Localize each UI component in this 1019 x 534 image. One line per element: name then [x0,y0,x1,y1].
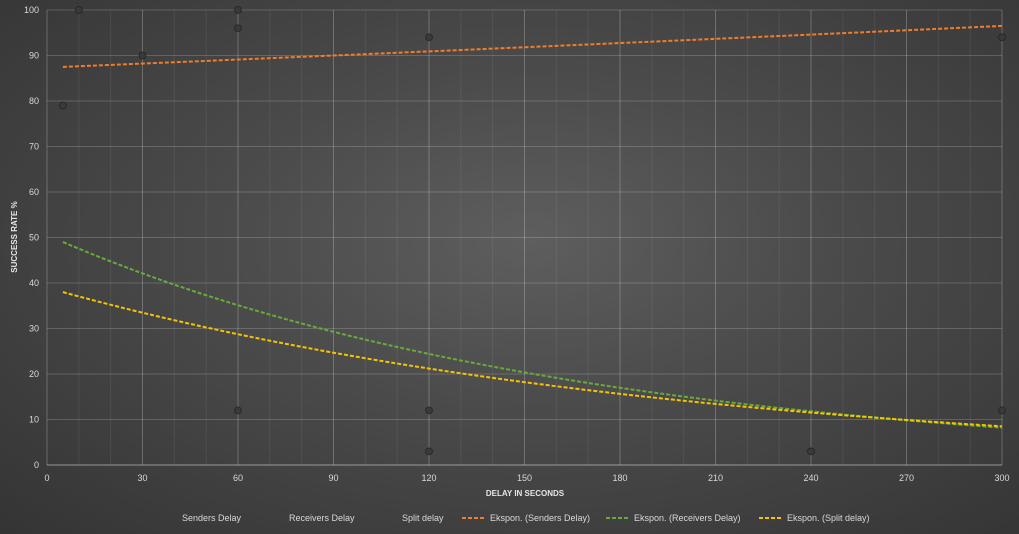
y-tick-label: 10 [29,415,39,425]
y-tick-label: 50 [29,233,39,243]
x-tick-label: 270 [899,473,914,483]
y-tick-label: 70 [29,142,39,152]
x-tick-label: 0 [44,473,49,483]
legend-label: Receivers Delay [289,513,355,523]
trendline-4 [62,241,1003,429]
data-point [998,33,1006,42]
legend-label: Senders Delay [182,513,242,523]
data-point [138,51,147,60]
data-point [234,6,242,14]
y-tick-label: 0 [34,460,39,470]
data-point [807,447,815,456]
trendline-5 [62,291,1003,428]
data-point [425,406,433,415]
legend-label: Split delay [402,513,444,523]
legend: Senders Delay Receivers Delay Split delay E… [182,513,870,523]
y-tick-label: 100 [24,5,39,15]
data-point [74,6,83,14]
data-point [425,33,433,42]
data-point [234,24,242,33]
y-tick-label: 60 [29,187,39,197]
y-tick-label: 80 [29,96,39,106]
x-tick-label: 150 [517,473,532,483]
x-tick-label: 300 [994,473,1009,483]
y-tick-label: 40 [29,278,39,288]
legend-label: Ekspon. (Senders Delay) [490,513,590,523]
x-tick-label: 240 [803,473,818,483]
axis-ticks: 0 30 60 90 120 150 180 210 240 270 300 0 10 20 30 40 50 6… [24,5,1010,483]
x-tick-label: 120 [421,473,436,483]
y-axis-title: SUCCESS RATE % [10,201,19,272]
x-axis-title: DELAY IN SECONDS [486,489,565,498]
series-layer [58,6,1006,456]
grid-lines [46,9,1003,466]
data-point [58,101,67,110]
x-tick-label: 180 [612,473,627,483]
y-tick-label: 90 [29,51,39,61]
x-tick-label: 30 [137,473,147,483]
data-point [998,406,1006,415]
data-point [425,447,433,456]
legend-label: Ekspon. (Split delay) [787,513,870,523]
y-tick-label: 30 [29,324,39,334]
data-point [234,406,242,415]
x-tick-label: 210 [708,473,723,483]
x-tick-label: 90 [328,473,338,483]
x-tick-label: 60 [233,473,243,483]
trendline-3 [62,24,1003,68]
y-tick-label: 20 [29,369,39,379]
legend-label: Ekspon. (Receivers Delay) [634,513,741,523]
